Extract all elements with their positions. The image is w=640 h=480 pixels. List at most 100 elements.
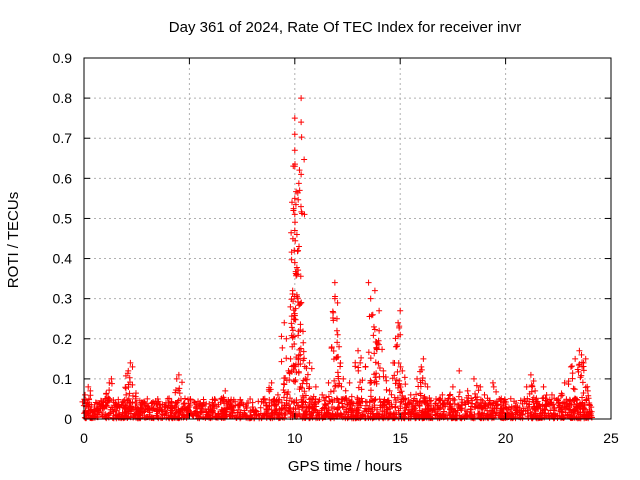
data-point (280, 380, 287, 387)
data-point (126, 390, 133, 397)
data-point (291, 131, 298, 138)
data-point (329, 308, 336, 315)
data-point (295, 355, 302, 362)
data-point (569, 363, 576, 370)
data-point (489, 379, 496, 386)
data-point (105, 397, 112, 404)
data-point (439, 391, 446, 398)
data-point (292, 305, 299, 312)
data-point (584, 383, 591, 390)
data-point (295, 369, 302, 376)
data-point (292, 378, 299, 385)
data-point (297, 321, 304, 328)
data-point (583, 397, 590, 404)
data-point (325, 393, 332, 400)
y-tick-label: 0.6 (53, 170, 73, 186)
data-point (364, 413, 371, 420)
data-point (540, 383, 547, 390)
data-point (329, 314, 336, 321)
data-point (473, 382, 480, 389)
data-point (424, 383, 431, 390)
data-point (129, 392, 136, 399)
data-point (288, 320, 295, 327)
data-point (162, 408, 169, 415)
data-point (494, 401, 501, 408)
data-point (573, 414, 580, 421)
data-point (451, 407, 458, 414)
chart-title: Day 361 of 2024, Rate Of TEC Index for r… (169, 19, 521, 36)
data-point (465, 392, 472, 399)
data-points (79, 95, 595, 422)
data-point (275, 397, 282, 404)
data-point (271, 396, 278, 403)
data-point (570, 408, 577, 415)
data-point (291, 316, 298, 323)
data-point (357, 359, 364, 366)
data-point (227, 413, 234, 420)
data-point (539, 401, 546, 408)
data-point (586, 400, 593, 407)
data-point (135, 410, 142, 417)
data-point (293, 188, 300, 195)
data-point (85, 383, 92, 390)
data-point (513, 399, 520, 406)
data-point (441, 408, 448, 415)
data-point (487, 411, 494, 418)
data-point (570, 397, 577, 404)
data-point (579, 394, 586, 401)
data-point (395, 409, 402, 416)
data-point (292, 413, 299, 420)
data-point (125, 395, 132, 402)
data-point (543, 391, 550, 398)
data-point (371, 326, 378, 333)
data-point (99, 413, 106, 420)
data-point (379, 403, 386, 410)
data-point (295, 298, 302, 305)
data-point (127, 359, 134, 366)
data-point (207, 403, 214, 410)
data-point (383, 386, 390, 393)
y-tick-label: 0.9 (53, 50, 73, 66)
data-point (499, 404, 506, 411)
data-point (479, 406, 486, 413)
data-point (474, 399, 481, 406)
data-point (333, 406, 340, 413)
data-point (137, 414, 144, 421)
data-point (417, 392, 424, 399)
data-point (397, 399, 404, 406)
data-point (268, 379, 275, 386)
data-point (399, 367, 406, 374)
data-point (582, 355, 589, 362)
data-point (446, 392, 453, 399)
data-point (108, 380, 115, 387)
data-point (148, 399, 155, 406)
data-point (283, 355, 290, 362)
data-point (291, 147, 298, 154)
data-point (260, 395, 267, 402)
data-point (319, 414, 326, 421)
data-point (329, 412, 336, 419)
data-point (567, 414, 574, 421)
data-point (490, 383, 497, 390)
data-point (322, 402, 329, 409)
data-point (151, 400, 158, 407)
data-point (530, 394, 537, 401)
data-point (186, 403, 193, 410)
data-point (287, 395, 294, 402)
data-point (551, 404, 558, 411)
data-point (421, 393, 428, 400)
data-point (122, 384, 129, 391)
data-point (561, 379, 568, 386)
data-point (371, 287, 378, 294)
data-point (358, 395, 365, 402)
data-point (397, 363, 404, 370)
data-point (449, 395, 456, 402)
data-point (529, 383, 536, 390)
data-point (237, 409, 244, 416)
data-point (283, 402, 290, 409)
data-point (408, 411, 415, 418)
data-point (132, 393, 139, 400)
data-point (524, 413, 531, 420)
data-point (565, 378, 572, 385)
data-point (371, 350, 378, 357)
